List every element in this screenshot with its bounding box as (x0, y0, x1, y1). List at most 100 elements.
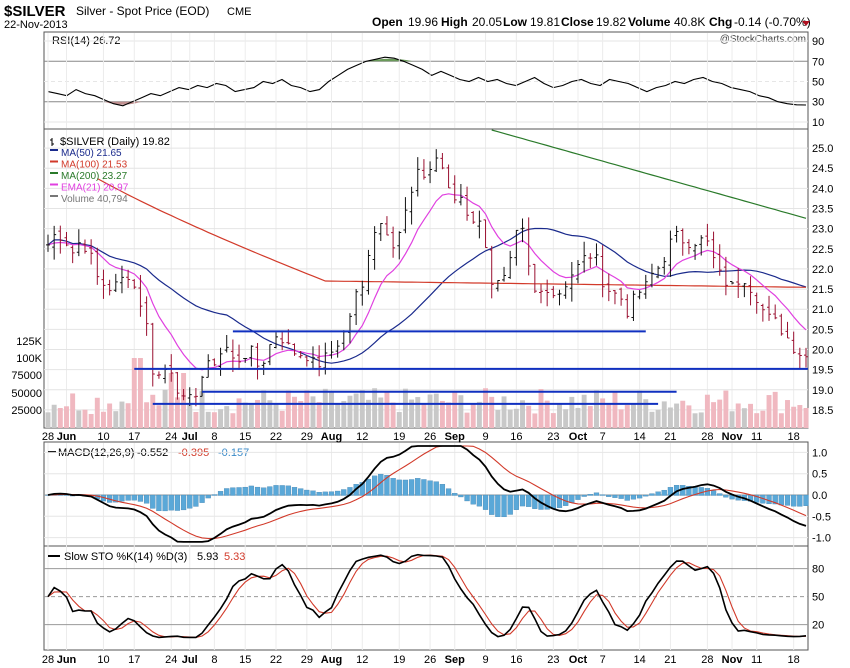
ohlc-bar (668, 230, 673, 277)
ohlc-bar (588, 253, 593, 269)
macd-histogram-bar (390, 478, 396, 496)
volume-bar (248, 404, 254, 428)
high-value: 20.05 (472, 15, 502, 29)
volume-bar (538, 389, 544, 428)
macd-histogram-bar (415, 478, 421, 496)
macd-histogram-bar (408, 479, 415, 496)
sto-legend-d: 5.33 (224, 551, 245, 563)
macd-histogram-bar (224, 488, 230, 496)
volume-bar (594, 390, 599, 428)
ohlc-bar (748, 276, 753, 306)
macd-histogram-bar (717, 493, 723, 496)
legend-label: Volume 40,794 (61, 194, 128, 205)
volume-bar (335, 403, 341, 428)
ohlc-bar (471, 211, 476, 225)
macd-histogram-bar (310, 490, 316, 496)
volume-label: Volume (628, 15, 671, 29)
x-tick-label: Oct (569, 654, 588, 666)
volume-bar (483, 388, 489, 428)
ohlc-bar (95, 247, 100, 285)
volume-bar (329, 390, 334, 428)
macd-histogram-bar (710, 490, 717, 496)
ohlc-bar (791, 331, 796, 355)
ohlc-bar (428, 161, 433, 184)
volume-bar (557, 403, 562, 428)
volume-bar (421, 403, 427, 428)
volume-bar (193, 411, 199, 428)
volume-bar (735, 403, 741, 428)
x-tick-label: 12 (356, 431, 368, 443)
ohlc-bar (397, 231, 402, 260)
sto-k-line (47, 553, 807, 639)
ohlc-bar (292, 343, 297, 356)
macd-histogram-bar (445, 488, 452, 496)
macd-histogram-bar (575, 494, 581, 500)
volume-bar (396, 412, 402, 428)
volume-bar (507, 409, 513, 428)
price-legend-main: $SILVER (Daily) 19.82 (60, 136, 170, 148)
macd-histogram-bar (519, 494, 526, 507)
price-tick-label: 19.0 (812, 385, 833, 397)
ohlc-bar (409, 186, 414, 225)
symbol-title: $SILVER (4, 3, 66, 20)
volume-bar (51, 404, 57, 428)
ohlc-bar (249, 345, 254, 367)
x-tick-label: Oct (569, 431, 588, 443)
volume-bar (174, 397, 180, 428)
macd-histogram-bar (372, 475, 378, 496)
volume-bar (439, 400, 445, 428)
macd-histogram-bar (180, 494, 187, 511)
macd-legend-value: -0.552 (137, 447, 168, 459)
volume-bar (587, 406, 593, 428)
macd-histogram-bar (230, 487, 236, 496)
ohlc-bar (280, 331, 285, 351)
ohlc-bar (483, 219, 488, 248)
ohlc-bar (717, 244, 722, 276)
macd-signal-line (47, 445, 807, 540)
ohlc-bar (711, 231, 716, 269)
volume-bar (649, 411, 655, 428)
ohlc-bar (754, 292, 759, 314)
volume-bar (452, 391, 458, 428)
macd-histogram-bar (698, 487, 704, 496)
volume-bar (741, 408, 747, 428)
ohlc-bar (785, 321, 790, 339)
volume-bar (501, 396, 507, 428)
ohlc-bar (539, 284, 544, 304)
volume-bar (575, 407, 581, 428)
volume-bar (785, 400, 790, 428)
price-tick-label: 19.5 (812, 365, 833, 377)
volume-bar (427, 394, 433, 428)
x-tick-label: 15 (239, 431, 251, 443)
x-tick-label: 16 (510, 431, 522, 443)
ma50-line (47, 227, 807, 364)
volume-bar (341, 401, 347, 428)
macd-histogram-bar (143, 494, 150, 504)
macd-histogram-bar (427, 480, 433, 496)
macd-histogram-bar (384, 475, 390, 496)
ohlc-bar (212, 358, 217, 367)
macd-histogram-bar (550, 494, 556, 510)
x-tick-label: 22 (270, 431, 282, 443)
x-tick-label: 23 (547, 654, 559, 666)
ohlc-bar (662, 257, 667, 275)
macd-histogram-bar (211, 494, 218, 496)
volume-bar (82, 409, 88, 428)
volume-bar (316, 402, 322, 428)
price-tick-label: 23.0 (812, 224, 833, 236)
ohlc-bar (656, 265, 661, 279)
ohlc-bar (360, 280, 365, 306)
volume-value: 40.8K (674, 15, 705, 29)
macd-histogram-bar (205, 494, 211, 499)
ohlc-bar (508, 250, 513, 279)
x-tick-label: Jul (182, 654, 198, 666)
ohlc-bar (563, 281, 568, 299)
ohlc-bar (335, 340, 340, 358)
ohlc-legend-icon (50, 138, 54, 146)
volume-bar (476, 401, 482, 428)
ohlc-bar (267, 344, 272, 366)
ohlc-bar (489, 245, 494, 299)
ohlc-bar (612, 290, 617, 305)
x-tick-label: 28 (701, 654, 713, 666)
